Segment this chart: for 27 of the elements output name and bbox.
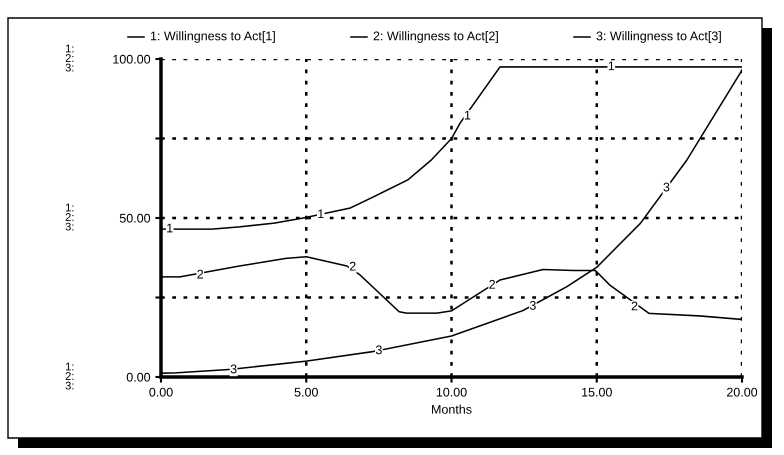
annotation: 2	[489, 280, 496, 289]
annotation: 2	[632, 302, 638, 310]
annotation: 1	[318, 209, 324, 218]
x-tick-label: 5.00	[294, 388, 318, 397]
annotation: 3	[530, 300, 536, 310]
text: 1: 2: 3:	[66, 44, 74, 72]
legend-label: 2: Willingness to Act[2]	[374, 31, 498, 43]
legend-label: 1: Willingness to Act[1]	[150, 31, 275, 43]
annotation: 1	[464, 110, 470, 120]
x-tick-label: 20.00	[726, 388, 758, 397]
x-tick-label: 15.00	[582, 388, 612, 397]
annotation: 2	[350, 262, 356, 271]
y-tick-label: 100.00	[113, 54, 150, 64]
annotation: 3	[230, 364, 237, 374]
text: 1: 2: 3:	[66, 204, 74, 231]
x-tick-label: 0.00	[149, 388, 173, 397]
y-tick-label: 50.00	[120, 214, 150, 223]
annotation: 3	[376, 345, 382, 354]
annotation: 1	[608, 62, 614, 70]
annotation: 3	[663, 182, 670, 192]
x-tick-label: 10.00	[436, 388, 467, 397]
x-axis-title: Months	[432, 404, 472, 414]
text: 1: 2: 3:	[66, 362, 74, 390]
y-tick-label: 0.00	[126, 372, 150, 382]
annotation: 1	[167, 224, 173, 232]
legend-label: 3: Willingness to Act[3]	[596, 31, 721, 43]
annotation: 2	[197, 270, 204, 278]
